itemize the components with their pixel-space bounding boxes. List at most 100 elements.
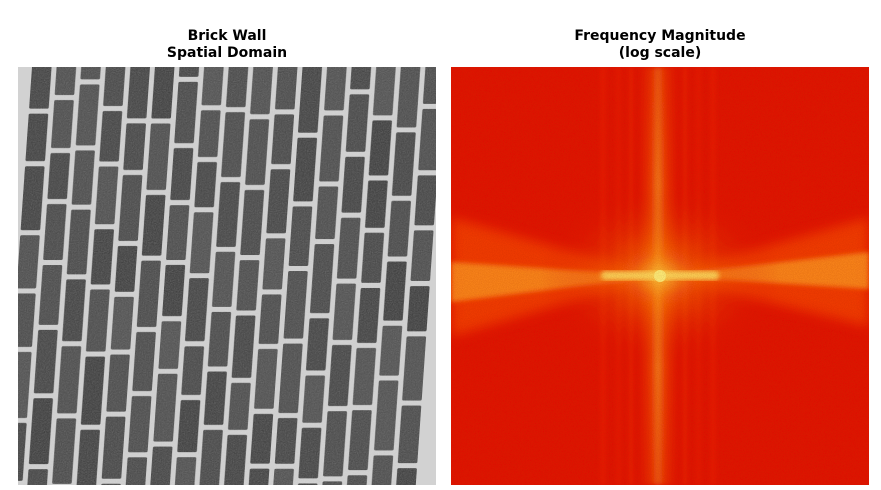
brick	[298, 427, 322, 479]
brick	[223, 434, 248, 485]
brick	[106, 354, 130, 412]
brick	[177, 400, 201, 453]
brick	[332, 283, 356, 341]
brick	[414, 175, 436, 226]
brick	[194, 162, 217, 208]
brick	[245, 119, 270, 185]
brick	[198, 429, 223, 485]
brick	[123, 123, 146, 170]
brick	[153, 373, 178, 442]
brick	[126, 67, 151, 119]
brick	[99, 111, 123, 162]
brick	[266, 169, 291, 234]
brick	[365, 180, 388, 228]
brick	[305, 318, 330, 371]
brick	[178, 67, 202, 77]
brick	[221, 112, 246, 178]
brick	[246, 468, 270, 485]
brick	[231, 315, 256, 378]
brick-wall-title-line1: Brick Wall	[187, 28, 267, 44]
brick	[18, 351, 32, 418]
brick-wall-panel: Brick Wall Spatial Domain	[18, 0, 436, 490]
brick	[114, 245, 138, 292]
brick	[352, 347, 377, 406]
brick	[216, 182, 241, 247]
brick	[47, 153, 71, 199]
brick	[393, 468, 417, 485]
brick	[158, 321, 182, 369]
brick	[262, 238, 286, 290]
brick	[86, 289, 110, 352]
brick	[357, 287, 381, 343]
brick	[20, 166, 45, 231]
brick	[383, 261, 407, 321]
brick	[258, 294, 282, 344]
brick	[254, 348, 278, 409]
brick	[374, 380, 399, 451]
brick	[28, 398, 53, 465]
brick-wall-image	[18, 67, 436, 485]
brick	[275, 67, 298, 110]
brick	[170, 148, 194, 201]
brick	[101, 416, 126, 479]
brick	[151, 67, 176, 119]
brick	[323, 411, 348, 477]
brick	[18, 235, 40, 289]
brick	[319, 115, 344, 182]
frequency-title-line1: Frequency Magnitude	[574, 28, 746, 44]
brick-wall-graphic	[18, 67, 436, 485]
brick	[240, 189, 265, 256]
brick	[278, 343, 303, 414]
brick	[271, 468, 294, 485]
brick	[118, 175, 143, 241]
brick	[212, 251, 236, 307]
brick	[18, 293, 36, 347]
brick	[396, 67, 421, 128]
brick	[166, 205, 190, 260]
frequency-title-line2: (log scale)	[618, 45, 702, 61]
brick	[197, 110, 221, 157]
brick	[361, 232, 385, 283]
brick	[274, 418, 298, 464]
brick-wall-title-line2: Spatial Domain	[166, 45, 288, 61]
brick	[201, 67, 225, 106]
brick	[76, 429, 100, 485]
brick	[25, 113, 49, 162]
brick	[250, 67, 274, 115]
brick	[90, 229, 114, 285]
brick-wall-title: Brick Wall Spatial Domain	[18, 28, 436, 62]
brick	[407, 286, 430, 332]
brick	[418, 108, 436, 171]
brick	[132, 332, 156, 392]
brick	[66, 209, 91, 275]
brick	[51, 100, 74, 148]
frequency-panel: Frequency Magnitude (log scale)	[451, 0, 869, 490]
brick	[162, 264, 186, 317]
brick	[141, 194, 166, 256]
brick	[94, 166, 119, 225]
brick	[391, 132, 416, 196]
brick	[75, 84, 100, 146]
brick	[80, 356, 106, 425]
brick	[189, 212, 214, 274]
brick	[43, 204, 67, 260]
brick	[293, 137, 318, 202]
brick	[370, 455, 394, 485]
brick	[25, 469, 48, 485]
brick	[350, 67, 373, 90]
brick	[324, 67, 348, 111]
brick	[379, 325, 403, 376]
brick	[174, 81, 198, 144]
frequency-spectrum-graphic	[451, 67, 869, 485]
brick	[54, 67, 78, 96]
brick	[228, 382, 251, 430]
brick	[368, 120, 392, 176]
brick	[410, 230, 434, 282]
brick	[348, 410, 372, 471]
brick	[203, 371, 227, 425]
brick	[103, 67, 127, 106]
brick	[315, 186, 339, 240]
brick	[283, 271, 308, 339]
brick	[225, 67, 249, 108]
brick	[288, 206, 313, 266]
